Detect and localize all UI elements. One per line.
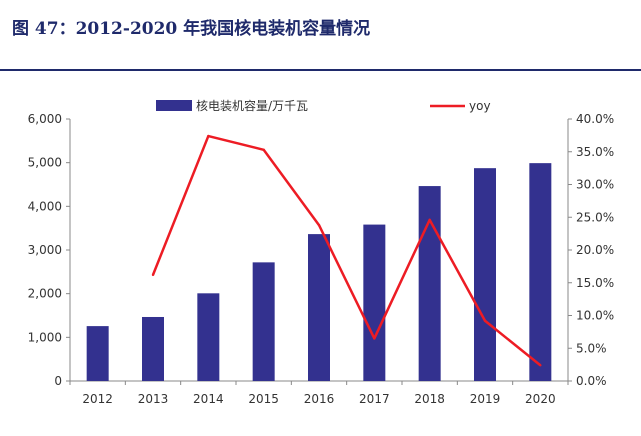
x-tick-label: 2019 bbox=[470, 392, 501, 406]
bar-2015 bbox=[252, 262, 275, 381]
legend-swatch-bar bbox=[156, 100, 192, 111]
y-right-tick-label: 20.0% bbox=[576, 243, 614, 257]
bar-2018 bbox=[418, 186, 441, 381]
bar-2020 bbox=[529, 163, 552, 381]
y-left-tick-label: 2,000 bbox=[28, 287, 62, 301]
bar-2012 bbox=[86, 326, 109, 381]
yoy-line bbox=[151, 134, 542, 367]
figure-title: 图 47：2012-2020 年我国核电装机容量情况 bbox=[12, 19, 371, 39]
x-tick-label: 2012 bbox=[82, 392, 113, 406]
bar-2013 bbox=[142, 316, 164, 381]
bar-2014 bbox=[197, 293, 220, 381]
y-left-tick-label: 6,000 bbox=[28, 112, 62, 126]
legend-label-line: yoy bbox=[469, 99, 491, 113]
bar-2019 bbox=[474, 168, 496, 381]
y-right-tick-label: 40.0% bbox=[576, 112, 614, 126]
legend-label-bar: 核电装机容量/万千瓦 bbox=[196, 98, 308, 113]
yoy-point-2013 bbox=[151, 273, 155, 277]
yoy-point-2017 bbox=[373, 337, 376, 340]
x-tick-label: 2014 bbox=[193, 392, 224, 406]
bar-2017 bbox=[363, 224, 386, 381]
yoy-point-2016 bbox=[317, 223, 321, 227]
y-right-tick-label: 25.0% bbox=[576, 210, 614, 224]
x-tick-label: 2018 bbox=[414, 392, 445, 406]
yoy-point-2015 bbox=[262, 148, 265, 151]
figure-header: 图 47：2012-2020 年我国核电装机容量情况 bbox=[0, 0, 641, 71]
y-left-tick-label: 1,000 bbox=[28, 330, 62, 344]
y-right-tick-label: 15.0% bbox=[576, 276, 614, 290]
y-right-tick-label: 35.0% bbox=[576, 145, 614, 159]
y-left-tick-label: 0 bbox=[54, 374, 62, 388]
x-tick-label: 2013 bbox=[138, 392, 169, 406]
title-rule bbox=[0, 69, 641, 71]
y-left-tick-label: 4,000 bbox=[28, 199, 62, 213]
x-tick-label: 2017 bbox=[359, 392, 390, 406]
y-right-tick-label: 30.0% bbox=[576, 178, 614, 192]
y-left-tick-label: 5,000 bbox=[28, 156, 62, 170]
y-right-tick-label: 0.0% bbox=[576, 374, 607, 388]
yoy-point-2019 bbox=[483, 319, 487, 322]
x-tick-label: 2015 bbox=[248, 392, 279, 406]
y-right-tick-label: 5.0% bbox=[576, 341, 607, 355]
yoy-point-2014 bbox=[207, 134, 210, 138]
yoy-point-2018 bbox=[428, 218, 431, 222]
y-left-tick-label: 3,000 bbox=[28, 243, 62, 257]
x-tick-label: 2016 bbox=[304, 392, 335, 406]
y-right-tick-label: 10.0% bbox=[576, 309, 614, 323]
x-tick-label: 2020 bbox=[525, 392, 556, 406]
bar-2016 bbox=[308, 234, 330, 381]
yoy-point-2020 bbox=[539, 364, 542, 367]
